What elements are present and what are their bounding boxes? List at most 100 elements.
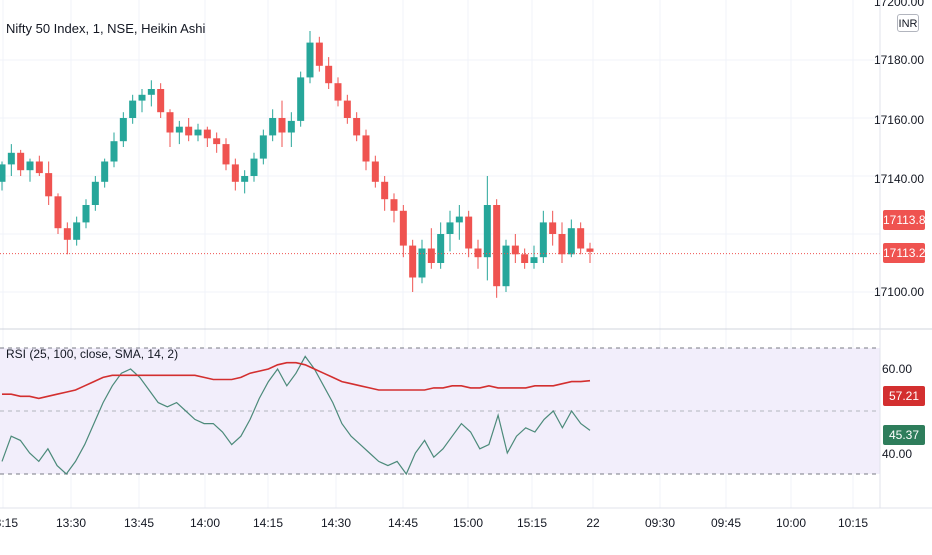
candle-body bbox=[101, 161, 109, 182]
candle-body bbox=[110, 141, 118, 162]
candle-body bbox=[185, 126, 193, 136]
time-tick: 13:15 bbox=[0, 516, 18, 530]
time-tick: 14:15 bbox=[253, 516, 283, 530]
candle-body bbox=[437, 234, 445, 263]
candle-body bbox=[73, 222, 81, 240]
rsi-ma-value-tag: 57.21 bbox=[883, 386, 925, 406]
candle-body bbox=[287, 120, 295, 133]
candle-body bbox=[493, 205, 501, 287]
candle-body bbox=[418, 248, 426, 278]
chart-title: Nifty 50 Index, 1, NSE, Heikin Ashi bbox=[6, 21, 206, 36]
time-tick: 09:45 bbox=[711, 516, 741, 530]
candle-body bbox=[278, 118, 286, 133]
candle-body bbox=[390, 199, 398, 211]
rsi-background bbox=[0, 347, 880, 475]
candle-body bbox=[455, 216, 463, 223]
candle-body bbox=[577, 228, 585, 249]
price-tick-top-cut: 17200.00 bbox=[874, 0, 924, 9]
rsi-lines-group bbox=[1, 355, 591, 476]
candle-body bbox=[129, 100, 137, 118]
price-tick: 17100.00 bbox=[874, 285, 924, 299]
candle-body bbox=[231, 164, 239, 182]
candle-body bbox=[203, 129, 211, 139]
currency-badge[interactable]: INR bbox=[897, 14, 919, 32]
candle-body bbox=[82, 205, 90, 223]
candle-body bbox=[465, 216, 473, 249]
candle-body bbox=[427, 248, 435, 263]
candle-body bbox=[7, 152, 15, 165]
time-tick: 14:00 bbox=[190, 516, 220, 530]
time-tick: 15:15 bbox=[517, 516, 547, 530]
time-tick: 22 bbox=[586, 516, 600, 530]
time-tick: 10:15 bbox=[838, 516, 868, 530]
candle-body bbox=[362, 135, 370, 162]
candle-body bbox=[511, 245, 519, 255]
candle-body bbox=[558, 234, 566, 255]
candle-body bbox=[325, 65, 333, 84]
candle-body bbox=[586, 248, 594, 252]
candle-body bbox=[17, 152, 25, 171]
candle-body bbox=[353, 118, 361, 136]
candle-body bbox=[409, 245, 417, 278]
candle-body bbox=[530, 257, 538, 263]
last-price-tag: 17113.85 bbox=[883, 210, 932, 230]
rsi-ma-line bbox=[2, 361, 591, 400]
time-tick: 10:00 bbox=[776, 516, 806, 530]
rsi-indicator-title[interactable]: RSI (25, 100, close, SMA, 14, 2) bbox=[6, 347, 179, 361]
candle-body bbox=[157, 89, 165, 113]
price-tick: 17140.00 bbox=[874, 172, 924, 186]
candle-body bbox=[483, 205, 491, 258]
candle-body bbox=[63, 228, 71, 240]
candle-body bbox=[35, 161, 43, 174]
candle-body bbox=[0, 164, 6, 182]
candle-body bbox=[446, 222, 454, 234]
candle-body bbox=[250, 158, 258, 176]
candle-body bbox=[194, 129, 202, 136]
time-tick: 09:30 bbox=[645, 516, 675, 530]
candle-body bbox=[371, 161, 379, 182]
price-tick: 17160.00 bbox=[874, 113, 924, 127]
time-tick: 15:00 bbox=[453, 516, 483, 530]
candle-body bbox=[222, 144, 230, 165]
rsi-line bbox=[1, 355, 591, 476]
candle-body bbox=[343, 100, 351, 118]
candle-body bbox=[269, 118, 277, 136]
candle-body bbox=[54, 196, 62, 229]
candle-body bbox=[381, 181, 389, 200]
candle-body bbox=[91, 181, 99, 205]
candle-body bbox=[502, 245, 510, 287]
candle-body bbox=[334, 83, 342, 101]
candle-body bbox=[315, 42, 323, 66]
candles-group bbox=[0, 31, 880, 298]
candle-body bbox=[539, 222, 547, 258]
candle-body bbox=[567, 228, 575, 255]
candle-body bbox=[259, 135, 267, 159]
candle-body bbox=[147, 89, 155, 95]
candle-body bbox=[175, 126, 183, 133]
rsi-axis[interactable]: 60.00 40.00 bbox=[882, 362, 912, 461]
candle-body bbox=[474, 248, 482, 258]
time-tick: 13:30 bbox=[56, 516, 86, 530]
price-tick: 17180.00 bbox=[874, 53, 924, 67]
candle-body bbox=[26, 161, 34, 171]
candle-body bbox=[166, 112, 174, 133]
time-tick: 14:30 bbox=[321, 516, 351, 530]
candle-body bbox=[241, 176, 249, 182]
candle-body bbox=[306, 42, 314, 78]
candle-body bbox=[119, 118, 127, 142]
candle-body bbox=[138, 94, 146, 101]
rsi-tick-40: 40.00 bbox=[882, 447, 912, 461]
time-axis[interactable]: 13:15 13:30 13:45 14:00 14:15 14:30 14:45 15:00… bbox=[0, 516, 868, 530]
rsi-tick-60: 60.00 bbox=[882, 362, 912, 376]
candle-body bbox=[213, 138, 221, 145]
time-tick: 14:45 bbox=[388, 516, 418, 530]
candle-body bbox=[549, 222, 557, 234]
price-axis[interactable]: 17200.00 17180.00 17160.00 17140.00 1710… bbox=[874, 0, 924, 299]
time-tick: 13:45 bbox=[124, 516, 154, 530]
candle-body bbox=[45, 173, 53, 197]
candle-body bbox=[521, 254, 529, 263]
candle-body bbox=[399, 210, 407, 246]
rsi-value-tag: 45.37 bbox=[883, 425, 925, 445]
